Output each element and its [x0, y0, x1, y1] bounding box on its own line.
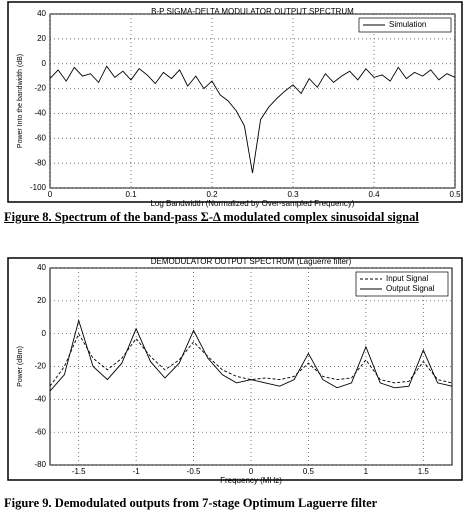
y-tick-label: 20 [37, 296, 46, 305]
legend [355, 271, 449, 297]
y-tick-label: 40 [37, 9, 46, 18]
legend [358, 17, 452, 33]
x-tick-label: -1.5 [72, 467, 86, 476]
y-tick-label: -80 [34, 158, 46, 167]
y-tick-label: 20 [37, 34, 46, 43]
series-line [49, 332, 453, 387]
x-tick-label: 0.2 [206, 190, 218, 199]
y-tick-label: 0 [42, 329, 47, 338]
legend-label: Output Signal [386, 284, 435, 293]
figure-frame [7, 1, 463, 203]
x-tick-label: 0.5 [303, 467, 315, 476]
y-tick-label: -20 [34, 362, 46, 371]
x-tick-label: -0.5 [187, 467, 201, 476]
y-axis-label: Power Into the bandwidth (dB) [17, 54, 24, 148]
series-line [49, 318, 453, 392]
y-tick-label: -20 [34, 84, 46, 93]
y-axis-label: Power (dBm) [17, 346, 24, 387]
y-tick-label: -40 [34, 109, 46, 118]
x-tick-label: 1 [364, 467, 369, 476]
y-tick-label: -60 [34, 427, 46, 436]
x-tick-label: 0 [48, 190, 53, 199]
chart-title: B-P SIGMA-DELTA MODULATOR OUTPUT SPECTRU… [151, 7, 354, 16]
legend-label: Input Signal [386, 274, 428, 283]
x-axis-label: Log Bandwidth (Normalized by Over-sample… [150, 199, 354, 208]
y-tick-label: -100 [30, 183, 47, 192]
x-axis-label: Frequency (MHz) [220, 476, 282, 485]
x-tick-label: 0.1 [125, 190, 137, 199]
figure-frame [7, 257, 463, 481]
x-tick-label: 0.5 [449, 190, 461, 199]
x-tick-label: -1 [133, 467, 141, 476]
y-tick-label: -60 [34, 133, 46, 142]
y-tick-label: 40 [37, 263, 46, 272]
y-tick-label: -40 [34, 394, 46, 403]
chart-title: DEMODULATOR OUTPUT SPECTRUM (Laguerre fi… [151, 257, 352, 266]
y-tick-label: 0 [42, 59, 47, 68]
x-tick-label: 1.5 [418, 467, 430, 476]
y-tick-label: -80 [34, 460, 46, 469]
figure-caption: Figure 8. Spectrum of the band-pass Σ-Δ … [4, 210, 419, 224]
series-line [49, 65, 456, 174]
plot-area [49, 13, 456, 189]
x-tick-label: 0.3 [287, 190, 299, 199]
legend-label: Simulation [389, 20, 426, 29]
x-tick-label: 0 [249, 467, 254, 476]
x-tick-label: 0.4 [368, 190, 380, 199]
figure-caption: Figure 9. Demodulated outputs from 7-sta… [4, 496, 378, 510]
